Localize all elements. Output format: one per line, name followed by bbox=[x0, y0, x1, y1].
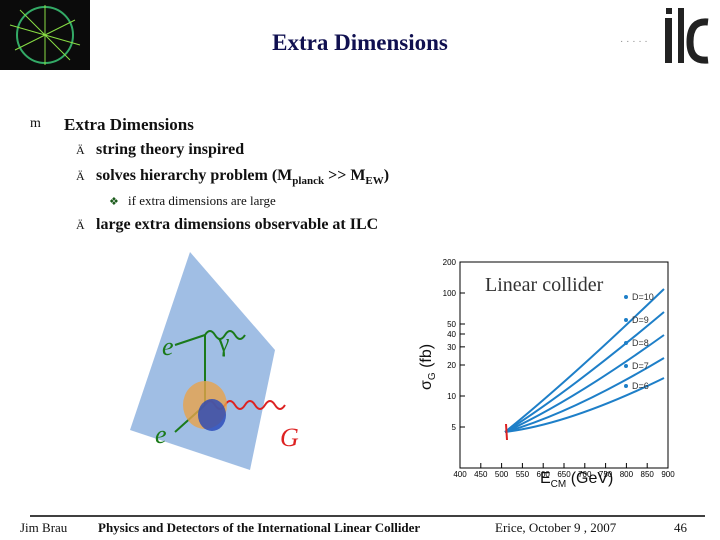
bullet: Ä bbox=[76, 218, 85, 232]
subscript: planck bbox=[292, 175, 325, 188]
text: solves hierarchy problem (M bbox=[96, 167, 293, 184]
footer-venue: Erice, October 9 , 2007 bbox=[495, 520, 617, 535]
title: Extra Dimensions bbox=[272, 30, 448, 55]
diagram bbox=[130, 252, 286, 470]
diagram-label: e bbox=[162, 332, 174, 361]
x-tick-label: 600 bbox=[537, 470, 551, 479]
legend-marker bbox=[624, 364, 628, 368]
plot-frame bbox=[459, 261, 669, 469]
legend-marker bbox=[624, 295, 628, 299]
x-tick-label: 900 bbox=[661, 470, 675, 479]
legend-marker bbox=[624, 384, 628, 388]
x-tick-label: 400 bbox=[453, 470, 467, 479]
bullet: ❖ bbox=[109, 196, 119, 208]
svg-text:· · · · ·: · · · · · bbox=[620, 36, 648, 47]
legend-marker bbox=[624, 341, 628, 345]
x-tick-label: 800 bbox=[620, 470, 634, 479]
threshold-marker bbox=[505, 423, 508, 441]
x-tick-label: 750 bbox=[599, 470, 613, 479]
text: ) bbox=[383, 167, 390, 184]
x-label: ECM (GeV) bbox=[540, 470, 613, 490]
diagram-label: e bbox=[155, 420, 167, 449]
y-tick-label: 20 bbox=[447, 361, 456, 370]
x-tick-label: 850 bbox=[641, 470, 655, 479]
x-tick-label: 700 bbox=[578, 470, 592, 479]
plot-title: Linear collider bbox=[485, 274, 604, 296]
event-tracks bbox=[9, 5, 81, 65]
y-tick-label: 200 bbox=[443, 258, 457, 267]
page-number: 46 bbox=[674, 520, 687, 535]
y-label: σG (fb) bbox=[418, 344, 438, 390]
subscript: EW bbox=[365, 175, 384, 188]
curve bbox=[504, 311, 665, 433]
bullet: Ä bbox=[76, 143, 85, 157]
y-tick-label: 40 bbox=[447, 330, 456, 339]
y-tick-label: 50 bbox=[447, 320, 456, 329]
curve bbox=[504, 334, 665, 433]
x-tick-label: 550 bbox=[516, 470, 530, 479]
y-tick-label: 5 bbox=[452, 423, 457, 432]
curve bbox=[504, 357, 665, 433]
x-tick-label: 450 bbox=[474, 470, 488, 479]
bullet: Ä bbox=[76, 169, 85, 183]
subscript: CM bbox=[550, 479, 567, 491]
legend-label: D=7 bbox=[632, 361, 649, 371]
legend-marker bbox=[624, 318, 628, 322]
heading: Extra Dimensions bbox=[64, 115, 194, 134]
ilc-logo: · · · · · bbox=[620, 8, 709, 64]
y-tick-label: 100 bbox=[443, 289, 457, 298]
curve bbox=[504, 377, 665, 433]
y-tick-label: 30 bbox=[447, 343, 456, 352]
x-tick-label: 650 bbox=[557, 470, 571, 479]
legend-label: D=8 bbox=[632, 338, 649, 348]
text: σ bbox=[418, 380, 435, 390]
item: large extra dimensions observable at ILC bbox=[96, 216, 379, 233]
curve bbox=[504, 288, 665, 433]
legend-label: D=9 bbox=[632, 315, 649, 325]
x-tick-label: 500 bbox=[495, 470, 509, 479]
legend-label: D=10 bbox=[632, 292, 654, 302]
footer-author: Jim Brau bbox=[20, 520, 68, 535]
subscript: G bbox=[427, 372, 439, 381]
sub-item: if extra dimensions are large bbox=[128, 193, 276, 208]
diagram-label: G bbox=[280, 423, 299, 452]
item: solves hierarchy problem (Mplanck >> MEW… bbox=[96, 167, 389, 187]
bullet: m bbox=[30, 116, 41, 131]
legend-label: D=6 bbox=[632, 381, 649, 391]
text: E bbox=[540, 470, 551, 487]
y-tick-label: 10 bbox=[447, 392, 456, 401]
text: (fb) bbox=[418, 343, 435, 368]
item: string theory inspired bbox=[96, 141, 245, 158]
footer-talk: Physics and Detectors of the Internation… bbox=[98, 520, 421, 535]
text: (GeV) bbox=[570, 470, 614, 487]
diagram-label: γ bbox=[218, 328, 230, 357]
text: >> M bbox=[324, 167, 366, 184]
